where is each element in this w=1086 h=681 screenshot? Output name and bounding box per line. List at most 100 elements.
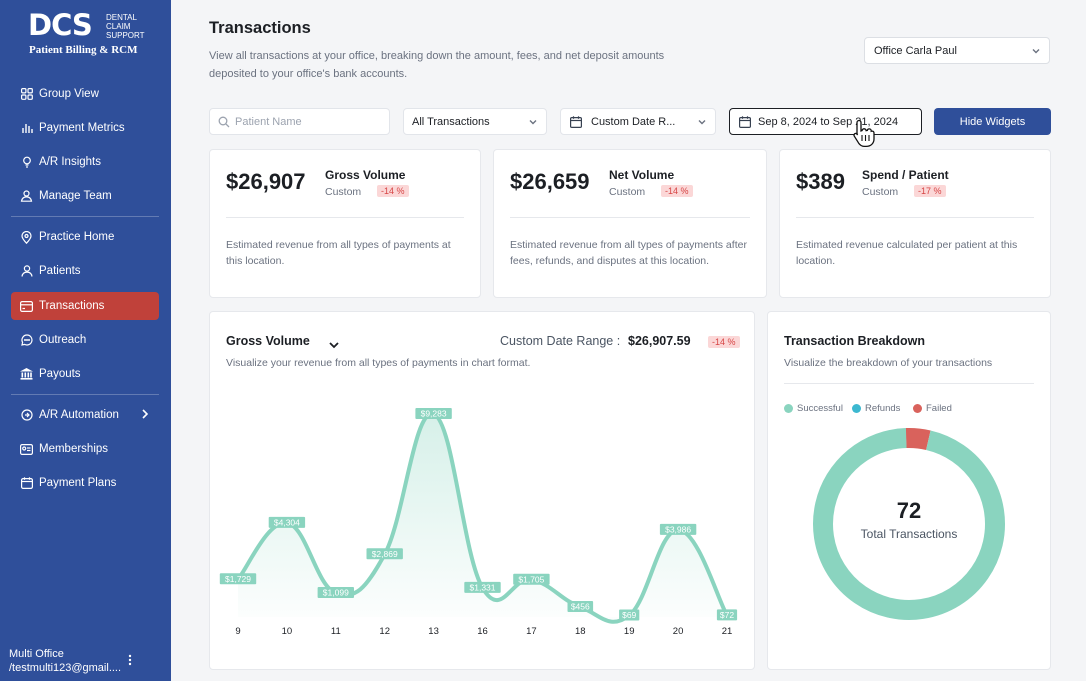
patient-search-input[interactable]: Patient Name <box>209 108 390 135</box>
legend-dot <box>852 404 861 413</box>
sidebar-item-group-view[interactable]: Group View <box>11 80 159 108</box>
logo-small-text: DENTAL CLAIM SUPPORT <box>106 13 145 40</box>
hide-widgets-button[interactable]: Hide Widgets <box>934 108 1051 135</box>
sidebar-item-label: Patients <box>39 265 81 277</box>
stat-value: $389 <box>796 169 845 194</box>
stat-card-spend-per-patient: $389 Spend / Patient Custom -17 % Estima… <box>779 149 1051 298</box>
data-point-label: $2,869 <box>366 548 403 560</box>
donut-total-label: Total Transactions <box>860 527 958 541</box>
sidebar-item-memberships[interactable]: Memberships <box>11 435 159 463</box>
stat-description: Estimated revenue from all types of paym… <box>510 239 747 267</box>
chevron-right-icon <box>141 408 149 423</box>
change-badge: -17 % <box>914 185 946 197</box>
data-point-label: $1,099 <box>317 586 354 598</box>
x-tick-label: 20 <box>673 626 684 637</box>
stat-label: Net Volume <box>609 168 675 182</box>
transaction-type-value: All Transactions <box>412 115 490 128</box>
grid-icon <box>20 88 33 101</box>
sidebar-item-payouts[interactable]: Payouts <box>11 360 159 388</box>
stat-period: Custom <box>325 186 362 198</box>
stat-value: $26,659 <box>510 169 590 194</box>
legend-refunds: Refunds <box>852 403 900 414</box>
search-placeholder: Patient Name <box>235 115 302 128</box>
sidebar-item-label: A/R Automation <box>39 409 119 421</box>
divider <box>796 217 1034 218</box>
search-icon <box>218 116 230 131</box>
data-point-label: $4,304 <box>268 516 306 528</box>
date-preset-select[interactable]: Custom Date R... <box>560 108 716 135</box>
area-fill <box>238 413 727 622</box>
transaction-breakdown-card: Transaction Breakdown Visualize the brea… <box>767 311 1051 670</box>
user-icon <box>20 265 33 278</box>
lightbulb-icon <box>20 156 33 169</box>
stat-value: $26,907 <box>226 169 306 194</box>
stat-period: Custom <box>862 186 899 198</box>
date-preset-value: Custom Date R... <box>591 115 676 128</box>
x-tick-label: 21 <box>722 626 733 637</box>
membership-icon <box>20 443 33 456</box>
sidebar-divider <box>11 394 159 395</box>
hand-cursor-icon <box>851 118 877 153</box>
data-point-label: $72 <box>716 609 738 621</box>
data-point-label: $1,331 <box>464 581 501 593</box>
sidebar-item-transactions[interactable]: Transactions <box>11 292 159 320</box>
office-select[interactable]: Office Carla Paul <box>864 37 1050 64</box>
svg-text:$2,869: $2,869 <box>372 549 398 559</box>
date-range-picker[interactable]: Sep 8, 2024 to Sep 21, 2024 <box>729 108 922 135</box>
user-name: Multi Office <box>9 648 64 660</box>
donut-total: 72 <box>896 498 922 523</box>
team-icon <box>20 190 33 203</box>
breakdown-subtitle: Visualize the breakdown of your transact… <box>784 357 993 369</box>
donut-slice-successful[interactable] <box>806 421 1012 627</box>
stat-card-gross-volume: $26,907 Gross Volume Custom -14 % Estima… <box>209 149 481 298</box>
sidebar-item-practice-home[interactable]: Practice Home <box>11 223 159 251</box>
sidebar-item-manage-team[interactable]: Manage Team <box>11 182 159 210</box>
page-subtitle: View all transactions at your office, br… <box>209 50 665 80</box>
svg-text:$456: $456 <box>571 602 590 612</box>
sidebar-item-patients[interactable]: Patients <box>11 257 159 285</box>
svg-text:$9,283: $9,283 <box>421 409 447 419</box>
sidebar-item-label: Payment Plans <box>39 477 117 489</box>
location-pin-icon <box>20 230 33 244</box>
data-point-label: $69 <box>619 609 640 621</box>
chevron-down-icon <box>697 117 707 130</box>
sidebar-item-payment-plans[interactable]: Payment Plans <box>11 469 159 497</box>
svg-text:$1,099: $1,099 <box>323 588 349 598</box>
change-badge: -14 % <box>661 185 693 197</box>
sidebar-item-ar-insights[interactable]: A/R Insights <box>11 148 159 176</box>
chart-metric-select[interactable]: Gross Volume <box>226 334 310 348</box>
range-value: $26,907.59 <box>628 334 691 348</box>
transaction-type-select[interactable]: All Transactions <box>403 108 547 135</box>
stat-card-net-volume: $26,659 Net Volume Custom -14 % Estimate… <box>493 149 767 298</box>
chat-icon <box>20 334 33 347</box>
stat-description: Estimated revenue from all types of paym… <box>226 239 451 267</box>
breakdown-title: Transaction Breakdown <box>784 334 926 348</box>
sidebar-item-label: Transactions <box>39 300 105 312</box>
x-tick-label: 18 <box>575 626 586 637</box>
sidebar-item-payment-metrics[interactable]: Payment Metrics <box>11 114 159 142</box>
data-point-label: $1,729 <box>219 573 257 585</box>
bar-chart-icon <box>20 122 33 135</box>
payment-plan-icon <box>20 477 33 490</box>
svg-text:$69: $69 <box>622 610 636 620</box>
x-tick-label: 17 <box>526 626 537 637</box>
sidebar-item-ar-automation[interactable]: A/R Automation <box>11 401 159 429</box>
sidebar-item-outreach[interactable]: Outreach <box>11 326 159 354</box>
chevron-down-icon[interactable] <box>328 337 340 355</box>
divider <box>226 217 464 218</box>
chevron-down-icon <box>1031 46 1041 59</box>
card-icon <box>20 300 33 313</box>
sidebar-item-label: Payment Metrics <box>39 122 125 134</box>
sidebar: DCS DENTAL CLAIM SUPPORT Patient Billing… <box>0 0 171 681</box>
logo[interactable]: DCS DENTAL CLAIM SUPPORT Patient Billing… <box>22 10 150 62</box>
svg-text:$3,986: $3,986 <box>665 524 691 534</box>
svg-text:$1,331: $1,331 <box>470 582 496 592</box>
chart-subtitle: Visualize your revenue from all types of… <box>226 357 531 369</box>
kebab-menu-icon[interactable] <box>128 654 136 668</box>
data-point-label: $3,986 <box>659 523 697 535</box>
legend-failed: Failed <box>913 403 952 414</box>
calendar-icon <box>739 116 752 131</box>
logo-tagline: Patient Billing & RCM <box>29 44 138 56</box>
sidebar-item-label: Memberships <box>39 443 109 455</box>
x-tick-label: 12 <box>379 626 390 637</box>
